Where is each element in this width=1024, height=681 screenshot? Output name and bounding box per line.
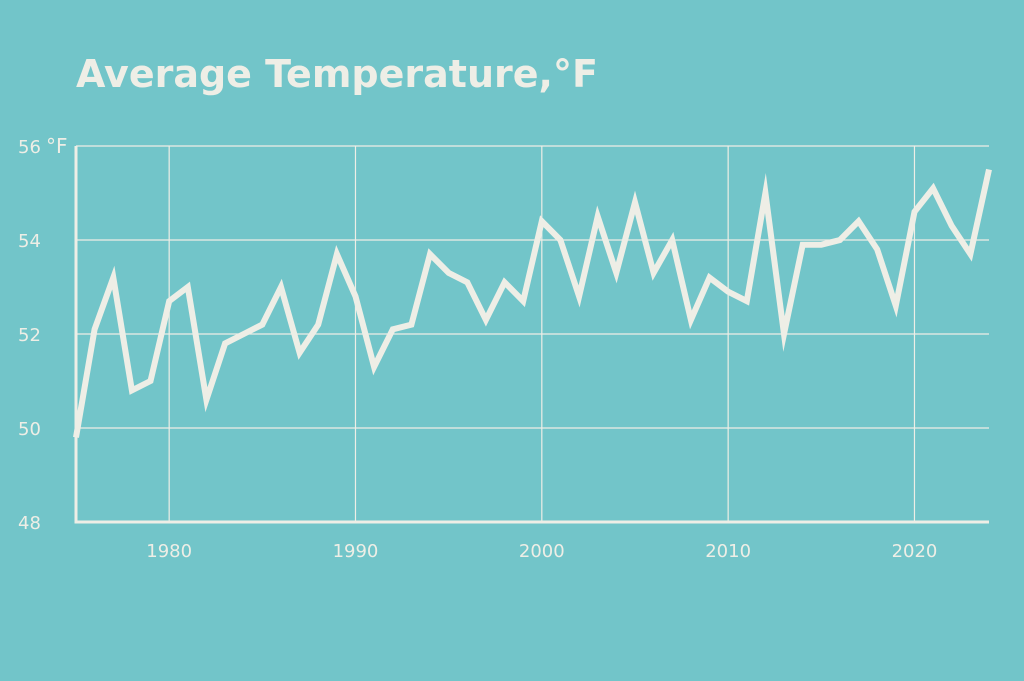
y-unit-label: °F — [46, 134, 68, 158]
grid-layer — [76, 145, 989, 522]
x-tick-label: 2020 — [892, 541, 938, 562]
x-tick-label: 2010 — [705, 541, 751, 562]
y-tick-label: 48 — [18, 513, 41, 534]
temperature-series-line — [73, 168, 992, 438]
axis-layer — [74, 146, 989, 524]
x-tick-label: 1990 — [333, 541, 379, 562]
x-tick-label: 2000 — [519, 541, 565, 562]
x-tick-label: 1980 — [146, 541, 192, 562]
label-layer: 48 50 52 54 56 °F 1980 1990 2000 2010 2020 — [18, 134, 937, 562]
series-layer — [73, 168, 992, 438]
chart-title: Average Temperature,°F — [76, 52, 598, 96]
y-tick-label: 50 — [18, 419, 41, 440]
y-tick-label: 52 — [18, 325, 41, 346]
y-tick-label: 56 — [18, 137, 41, 158]
y-tick-label: 54 — [18, 231, 41, 252]
